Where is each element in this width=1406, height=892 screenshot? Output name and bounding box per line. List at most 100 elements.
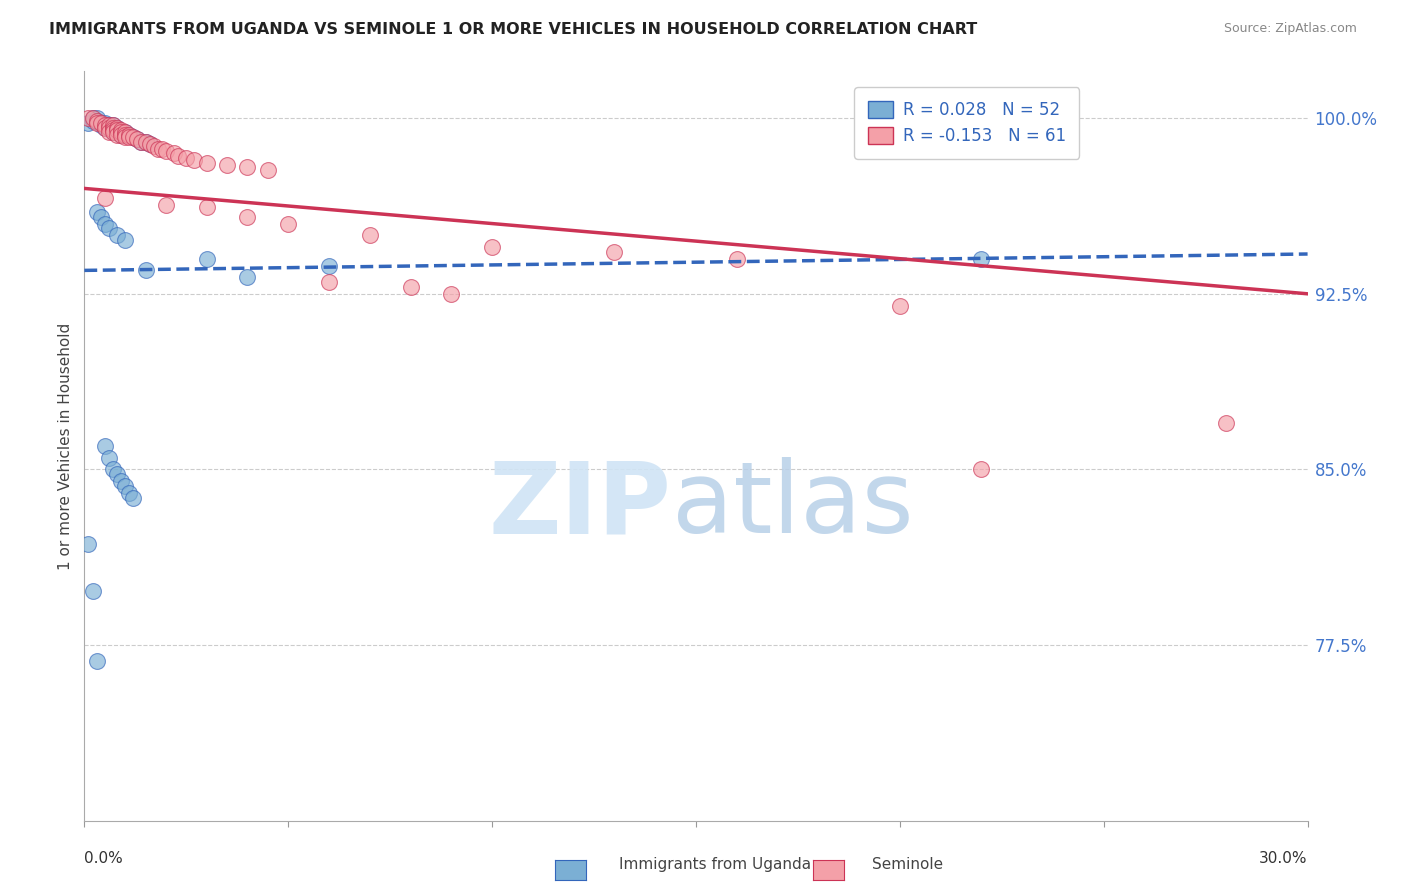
Y-axis label: 1 or more Vehicles in Household: 1 or more Vehicles in Household: [58, 322, 73, 570]
Point: [725, 252, 748, 266]
Point: [82, 584, 104, 599]
Point: [82, 113, 104, 128]
Point: [114, 128, 136, 142]
Point: [150, 142, 173, 156]
Text: 30.0%: 30.0%: [1260, 851, 1308, 865]
Point: [970, 462, 993, 476]
Point: [101, 123, 124, 137]
Point: [97, 118, 120, 132]
Point: [118, 128, 141, 142]
Point: [277, 217, 299, 231]
Point: [318, 259, 340, 273]
Point: [77, 537, 100, 551]
Point: [114, 233, 136, 247]
Point: [86, 116, 108, 130]
Point: [97, 120, 120, 135]
Point: [93, 120, 115, 135]
Point: [183, 153, 205, 168]
Point: [155, 198, 177, 212]
Point: [93, 217, 115, 231]
Point: [217, 158, 239, 172]
Point: [603, 244, 626, 259]
Text: Seminole: Seminole: [872, 857, 943, 872]
Point: [101, 120, 124, 135]
Point: [101, 118, 124, 132]
Text: Immigrants from Uganda: Immigrants from Uganda: [619, 857, 811, 872]
Point: [97, 120, 120, 135]
Point: [114, 128, 136, 142]
Point: [93, 120, 115, 135]
Point: [82, 112, 104, 126]
Point: [93, 439, 115, 453]
Point: [110, 123, 132, 137]
Point: [195, 252, 218, 266]
Point: [105, 467, 128, 482]
Text: ZIP: ZIP: [489, 458, 672, 555]
Point: [77, 116, 100, 130]
Point: [359, 228, 381, 243]
Point: [318, 275, 340, 289]
Point: [122, 130, 145, 145]
Point: [155, 144, 177, 158]
Point: [135, 135, 157, 149]
Point: [174, 151, 197, 165]
Point: [105, 123, 128, 137]
Point: [101, 125, 124, 139]
Point: [110, 128, 132, 142]
Point: [440, 286, 463, 301]
Point: [135, 263, 157, 277]
Point: [114, 125, 136, 139]
Point: [93, 118, 115, 132]
Point: [163, 146, 186, 161]
Point: [236, 270, 259, 285]
Point: [236, 210, 259, 224]
Point: [77, 112, 100, 126]
Point: [138, 136, 160, 151]
Point: [167, 148, 190, 162]
Point: [97, 125, 120, 139]
Point: [127, 132, 149, 146]
Point: [105, 128, 128, 142]
Point: [86, 112, 108, 126]
Point: [114, 479, 136, 493]
Point: [122, 130, 145, 145]
Point: [93, 116, 115, 130]
Point: [101, 123, 124, 137]
Point: [138, 136, 160, 151]
Point: [195, 200, 218, 214]
Point: [195, 155, 218, 169]
Point: [90, 116, 112, 130]
Point: [110, 125, 132, 139]
Point: [481, 240, 503, 254]
Point: [101, 118, 124, 132]
Point: [90, 118, 112, 132]
Text: 0.0%: 0.0%: [84, 851, 124, 865]
Point: [131, 135, 153, 149]
Point: [86, 113, 108, 128]
Legend: R = 0.028   N = 52, R = -0.153   N = 61: R = 0.028 N = 52, R = -0.153 N = 61: [855, 87, 1078, 159]
Point: [105, 228, 128, 243]
Point: [97, 221, 120, 235]
Point: [118, 130, 141, 145]
Point: [970, 252, 993, 266]
Point: [86, 654, 108, 668]
Point: [257, 162, 280, 177]
Point: [236, 161, 259, 175]
Text: IMMIGRANTS FROM UGANDA VS SEMINOLE 1 OR MORE VEHICLES IN HOUSEHOLD CORRELATION C: IMMIGRANTS FROM UGANDA VS SEMINOLE 1 OR …: [49, 22, 977, 37]
Point: [146, 142, 169, 156]
Point: [86, 113, 108, 128]
Point: [114, 125, 136, 139]
Point: [110, 128, 132, 142]
Point: [127, 132, 149, 146]
Point: [101, 125, 124, 139]
Point: [114, 130, 136, 145]
Point: [86, 204, 108, 219]
Point: [105, 120, 128, 135]
Point: [90, 210, 112, 224]
Point: [889, 298, 911, 312]
Point: [122, 491, 145, 505]
Point: [118, 486, 141, 500]
Point: [101, 462, 124, 476]
Point: [105, 120, 128, 135]
Point: [135, 135, 157, 149]
